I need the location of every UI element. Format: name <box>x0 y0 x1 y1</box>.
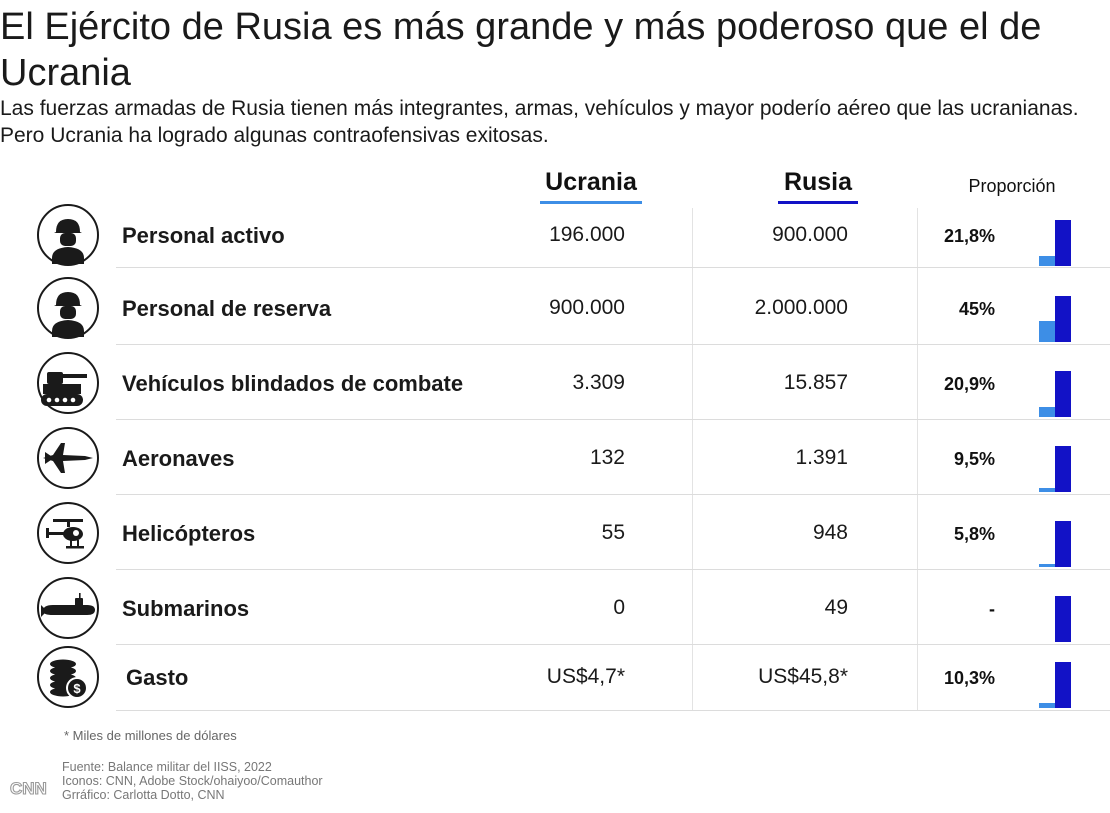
russia-bar <box>1055 371 1071 417</box>
row-label: Personal de reserva <box>122 296 332 321</box>
row-divider <box>116 267 1110 268</box>
ukraine-bar <box>1039 703 1055 708</box>
table-row: Helicópteros 55 948 5,8% <box>0 495 1110 570</box>
money-icon: $ <box>37 646 99 708</box>
ratio-label: - <box>989 599 995 619</box>
column-header-ratio: Proporción <box>968 176 1056 196</box>
row-divider <box>116 419 1110 420</box>
ratio-bar-chart <box>1039 296 1072 342</box>
ukraine-bar <box>1039 487 1055 492</box>
russia-value: 15.857 <box>783 371 848 394</box>
column-header-russia: Rusia <box>783 168 853 196</box>
russia-bar <box>1055 521 1071 567</box>
ukraine-value: 900.000 <box>549 296 625 319</box>
ratio-bar-chart <box>1039 521 1072 567</box>
credits: Fuente: Balance militar del IISS, 2022 I… <box>62 760 323 802</box>
ratio-label: 20,9% <box>943 374 995 394</box>
ukraine-bar <box>1039 255 1055 266</box>
row-divider <box>116 644 1110 645</box>
jet-icon <box>37 427 99 489</box>
cnn-logo: CNN <box>9 778 47 798</box>
column-header-ukraine: Ucrania <box>545 168 637 196</box>
ukraine-value: 3.309 <box>572 371 625 394</box>
ratio-bar-chart <box>1039 446 1072 492</box>
table-row: Personal activo 196.000 900.000 21,8% <box>0 204 1110 268</box>
ukraine-bar <box>1039 407 1055 417</box>
russia-value: 1.391 <box>795 446 848 469</box>
ratio-bar-chart <box>1039 220 1072 266</box>
ukraine-bar <box>1039 564 1055 567</box>
row-label: Gasto <box>126 665 189 690</box>
ratio-label: 21,8% <box>943 226 995 246</box>
ukraine-value: US$4,7* <box>546 665 625 688</box>
page-subtitle: Las fuerzas armadas de Rusia tienen más … <box>0 97 1079 147</box>
row-divider <box>116 494 1110 495</box>
ratio-bar-chart <box>1039 371 1072 417</box>
ukraine-bar <box>1039 321 1055 342</box>
ratio-label: 45% <box>958 299 995 319</box>
row-divider <box>116 569 1110 570</box>
cnn-logo-text: CNN <box>10 779 47 798</box>
helicopter-icon <box>37 502 99 564</box>
russia-bar <box>1055 220 1071 266</box>
row-divider <box>116 344 1110 345</box>
ratio-label: 5,8% <box>953 524 995 544</box>
russia-bar <box>1055 596 1071 642</box>
ukraine-value: 132 <box>589 446 625 469</box>
russia-bar <box>1055 662 1071 708</box>
row-label: Personal activo <box>122 223 285 248</box>
ratio-label: 10,3% <box>943 668 995 688</box>
column-divider <box>692 208 693 710</box>
russia-underline <box>778 201 858 204</box>
column-divider <box>917 208 918 710</box>
credit-icons: Iconos: CNN, Adobe Stock/ohaiyoo/Comauth… <box>62 774 323 788</box>
row-label: Vehículos blindados de combate <box>122 371 464 396</box>
soldier-icon <box>37 204 99 266</box>
credit-source: Fuente: Balance militar del IISS, 2022 <box>62 760 272 774</box>
submarine-icon <box>37 577 99 639</box>
ratio-bar-chart <box>1039 662 1072 708</box>
russia-value: 49 <box>824 596 848 619</box>
row-label: Helicópteros <box>122 521 256 546</box>
svg-text:$: $ <box>73 681 81 696</box>
russia-bar <box>1055 446 1071 492</box>
russia-bar <box>1055 296 1071 342</box>
ratio-bar-chart <box>1039 596 1072 642</box>
russia-value: 948 <box>812 521 848 544</box>
ukraine-underline <box>540 201 642 204</box>
table-row: Vehículos blindados de combate 3.309 15.85… <box>0 345 1110 420</box>
russia-value: 2.000.000 <box>754 296 848 319</box>
ukraine-value: 0 <box>613 596 625 619</box>
table-row: Personal de reserva 900.000 2.000.000 45% <box>0 270 1110 345</box>
ratio-label: 9,5% <box>953 449 995 469</box>
row-divider <box>116 710 1110 711</box>
table-row: $ Gasto US$4,7* US$45,8* 10,3% <box>0 645 1110 711</box>
tank-icon <box>37 352 99 414</box>
russia-value: US$45,8* <box>758 665 848 688</box>
table-row: Submarinos 0 49 - <box>0 570 1110 645</box>
footnote: * Miles de millones de dólares <box>64 728 237 743</box>
russia-value: 900.000 <box>772 223 848 246</box>
page-title: El Ejército de Rusia es más grande y más… <box>0 6 1042 94</box>
ukraine-value: 55 <box>601 521 625 544</box>
credit-graphic: Grráfico: Carlotta Dotto, CNN <box>62 788 225 802</box>
ukraine-value: 196.000 <box>549 223 625 246</box>
table-row: Aeronaves 132 1.391 9,5% <box>0 420 1110 495</box>
soldier-icon <box>37 277 99 339</box>
row-label: Submarinos <box>122 596 250 621</box>
row-label: Aeronaves <box>122 446 235 471</box>
